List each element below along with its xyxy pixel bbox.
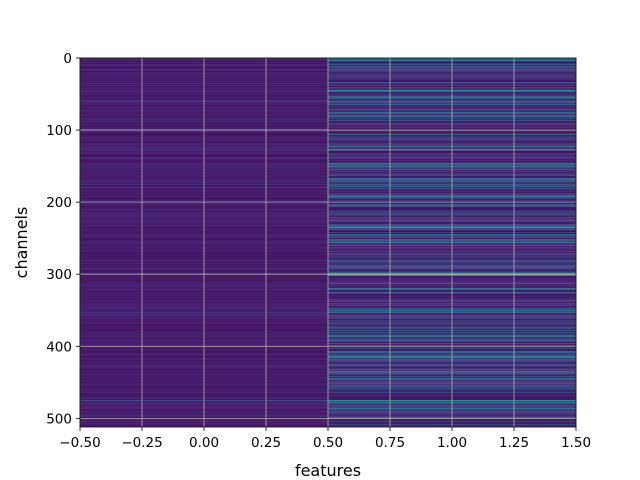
y-tick-label: 0 — [63, 51, 72, 67]
x-tick-label: 1.25 — [499, 435, 529, 451]
x-tick-label: 0.75 — [375, 435, 405, 451]
y-axis-ticks: 0 100 200 300 400 500 — [46, 51, 80, 427]
x-tick-label: −0.50 — [59, 435, 100, 451]
x-axis-label: features — [295, 461, 361, 480]
x-tick-label: 0.00 — [189, 435, 219, 451]
y-tick-label: 500 — [46, 411, 72, 427]
x-tick-label: −0.25 — [121, 435, 162, 451]
y-tick-label: 200 — [46, 195, 72, 211]
x-tick-label: 0.25 — [251, 435, 281, 451]
y-tick-label: 400 — [46, 339, 72, 355]
y-tick-label: 100 — [46, 123, 72, 139]
x-tick-label: 1.00 — [437, 435, 467, 451]
x-tick-label: 0.50 — [313, 435, 343, 451]
x-tick-label: 1.50 — [561, 435, 591, 451]
y-axis-label: channels — [12, 207, 31, 279]
x-axis-ticks: −0.50 −0.25 0.00 0.25 0.50 0.75 1.00 1.25 1.50 — [59, 427, 591, 451]
y-tick-label: 300 — [46, 267, 72, 283]
